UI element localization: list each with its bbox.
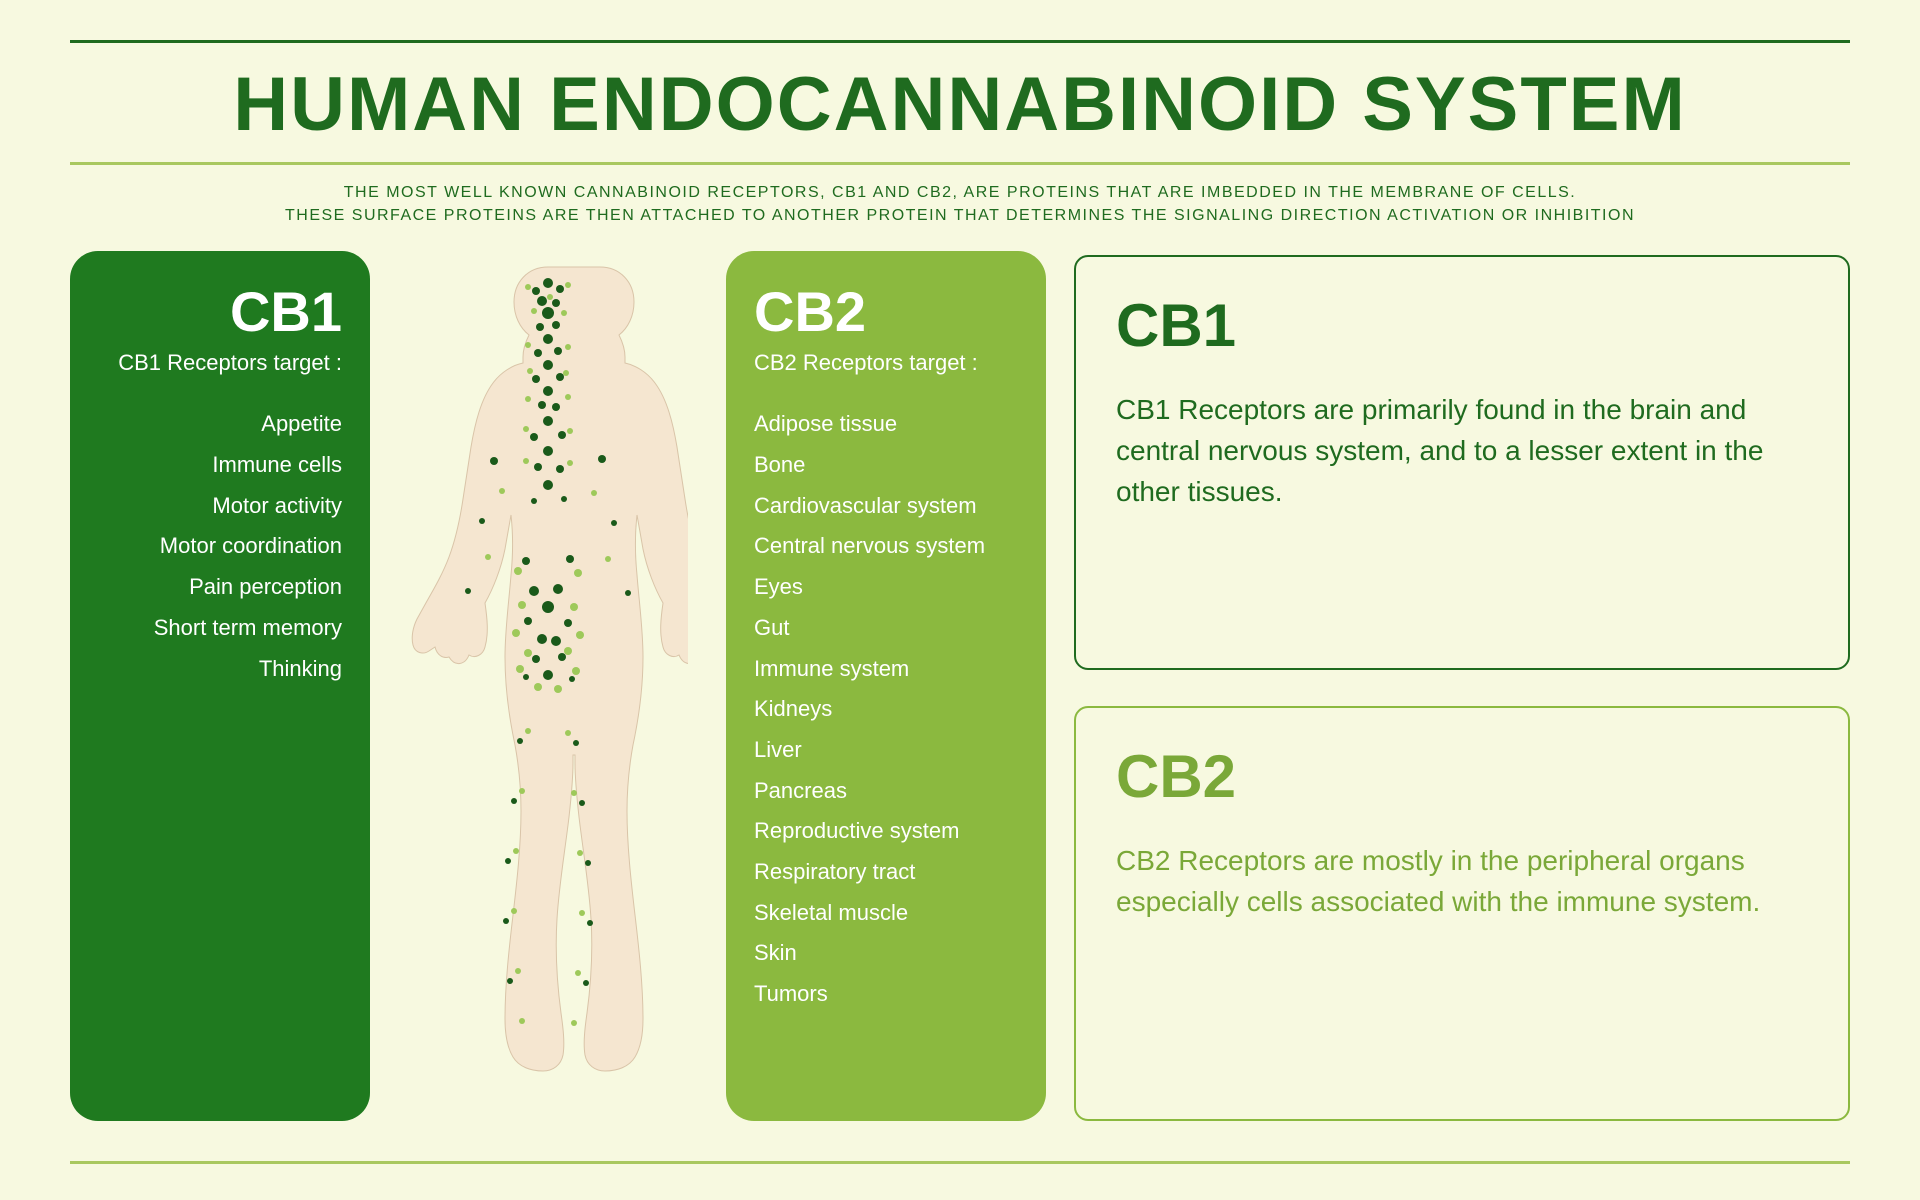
cb1-info-heading: CB1	[1116, 291, 1808, 360]
cb2-list-item: Liver	[754, 730, 1018, 771]
cb2-list-item: Tumors	[754, 974, 1018, 1015]
cb1-subheading: CB1 Receptors target :	[98, 350, 342, 376]
page-title: HUMAN ENDOCANNABINOID SYSTEM	[70, 43, 1850, 162]
cb1-list-item: Short term memory	[98, 608, 342, 649]
cb2-list-item: Pancreas	[754, 771, 1018, 812]
cb2-info-box: CB2 CB2 Receptors are mostly in the peri…	[1074, 706, 1850, 1121]
cb2-list: Adipose tissueBoneCardiovascular systemC…	[754, 404, 1018, 1014]
cb2-list-item: Reproductive system	[754, 811, 1018, 852]
cb2-list-item: Gut	[754, 608, 1018, 649]
cb2-info-text: CB2 Receptors are mostly in the peripher…	[1116, 841, 1808, 922]
cb2-list-item: Eyes	[754, 567, 1018, 608]
body-diagram-column	[398, 251, 698, 1121]
cb2-list-item: Central nervous system	[754, 526, 1018, 567]
cb1-list-item: Motor coordination	[98, 526, 342, 567]
cb2-list-item: Skeletal muscle	[754, 893, 1018, 934]
cb2-card: CB2 CB2 Receptors target : Adipose tissu…	[726, 251, 1046, 1121]
cb2-heading: CB2	[754, 279, 1018, 344]
human-body-icon	[408, 261, 688, 1081]
subtitle-line-2: THESE SURFACE PROTEINS ARE THEN ATTACHED…	[70, 204, 1850, 227]
cb2-list-item: Kidneys	[754, 689, 1018, 730]
subtitle: THE MOST WELL KNOWN CANNABINOID RECEPTOR…	[70, 165, 1850, 251]
cb1-list-item: Thinking	[98, 649, 342, 690]
cb2-list-item: Skin	[754, 933, 1018, 974]
cb1-heading: CB1	[98, 279, 342, 344]
cb1-info-box: CB1 CB1 Receptors are primarily found in…	[1074, 255, 1850, 670]
info-column: CB1 CB1 Receptors are primarily found in…	[1074, 251, 1850, 1121]
cb1-list-item: Appetite	[98, 404, 342, 445]
cb1-list: AppetiteImmune cellsMotor activityMotor …	[98, 404, 342, 689]
cb1-list-item: Immune cells	[98, 445, 342, 486]
cb2-list-item: Respiratory tract	[754, 852, 1018, 893]
subtitle-line-1: THE MOST WELL KNOWN CANNABINOID RECEPTOR…	[70, 181, 1850, 204]
cb2-info-heading: CB2	[1116, 742, 1808, 811]
main-row: CB1 CB1 Receptors target : AppetiteImmun…	[70, 251, 1850, 1121]
cb1-card: CB1 CB1 Receptors target : AppetiteImmun…	[70, 251, 370, 1121]
cb1-list-item: Motor activity	[98, 486, 342, 527]
cb2-list-item: Bone	[754, 445, 1018, 486]
cb1-info-text: CB1 Receptors are primarily found in the…	[1116, 390, 1808, 512]
cb2-list-item: Cardiovascular system	[754, 486, 1018, 527]
cb2-list-item: Adipose tissue	[754, 404, 1018, 445]
cb1-list-item: Pain perception	[98, 567, 342, 608]
bottom-rule-light	[70, 1161, 1850, 1164]
cb2-list-item: Immune system	[754, 649, 1018, 690]
cb2-subheading: CB2 Receptors target :	[754, 350, 1018, 376]
